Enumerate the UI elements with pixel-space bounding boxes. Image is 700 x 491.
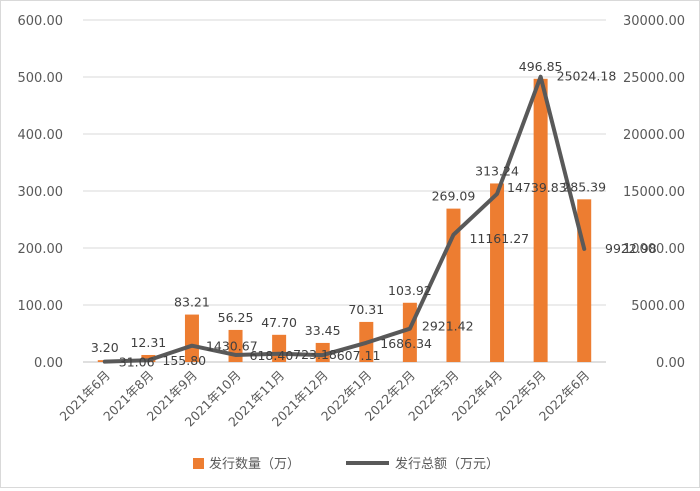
line-data-label: 2921.42 xyxy=(422,319,474,334)
right-tick-label: 15000.00 xyxy=(623,185,685,200)
left-tick-label: 300.00 xyxy=(18,185,64,200)
right-tick-label: 25000.00 xyxy=(623,71,685,86)
legend: 发行数量（万） 发行总额（万元） xyxy=(193,456,499,472)
legend-swatch-bar xyxy=(193,458,204,469)
bar xyxy=(534,79,548,362)
line-data-label: 14739.83 xyxy=(507,180,567,195)
bar xyxy=(403,303,417,362)
legend-label-bar: 发行数量（万） xyxy=(209,456,300,472)
line-data-label: 618.40 xyxy=(250,348,294,363)
bar-data-label: 83.21 xyxy=(174,295,210,310)
left-tick-label: 400.00 xyxy=(18,128,64,143)
line-series xyxy=(105,77,585,362)
left-tick-label: 600.00 xyxy=(18,14,64,29)
right-tick-label: 5000.00 xyxy=(631,299,685,314)
bar-data-label: 269.09 xyxy=(432,189,476,204)
bar-data-label: 47.70 xyxy=(261,315,297,330)
bar-data-label: 70.31 xyxy=(348,302,384,317)
series-line xyxy=(105,77,584,362)
right-tick-label: 0.00 xyxy=(656,356,685,371)
left-tick-label: 200.00 xyxy=(18,242,64,257)
bar-data-label: 3.20 xyxy=(91,340,119,355)
line-data-label: 607.11 xyxy=(337,348,381,363)
left-tick-label: 0.00 xyxy=(34,356,63,371)
bar-data-label: 12.31 xyxy=(130,335,166,350)
right-axis-ticks: 0.005000.0010000.0015000.0020000.0025000… xyxy=(623,14,685,371)
bar-data-label: 103.92 xyxy=(388,283,432,298)
right-tick-label: 30000.00 xyxy=(623,14,685,29)
left-axis-ticks: 0.00 100.00 200.00 300.00 400.00 500.00 600.00 xyxy=(18,14,64,371)
bar-data-label: 285.39 xyxy=(562,179,606,194)
line-data-label: 25024.18 xyxy=(557,69,617,84)
right-tick-label: 20000.00 xyxy=(623,128,685,143)
left-tick-label: 500.00 xyxy=(18,71,64,86)
line-data-label: 723.18 xyxy=(293,347,337,362)
category-labels: 2021年6月2021年8月2021年9月2021年10月2021年11月202… xyxy=(57,368,593,430)
bar-data-label: 33.45 xyxy=(305,323,341,338)
legend-label-line: 发行总额（万元） xyxy=(395,456,499,472)
bar-data-label: 56.25 xyxy=(218,310,254,325)
line-data-label: 31.06 xyxy=(119,355,155,370)
line-data-label: 155.80 xyxy=(162,353,206,368)
left-tick-label: 100.00 xyxy=(18,299,64,314)
line-data-label: 1686.34 xyxy=(380,336,432,351)
bar-data-label: 313.24 xyxy=(475,163,519,178)
line-data-label: 11161.27 xyxy=(469,231,529,246)
bar xyxy=(490,183,504,362)
line-data-label: 9922.98 xyxy=(605,241,657,256)
bar-series xyxy=(98,79,591,362)
